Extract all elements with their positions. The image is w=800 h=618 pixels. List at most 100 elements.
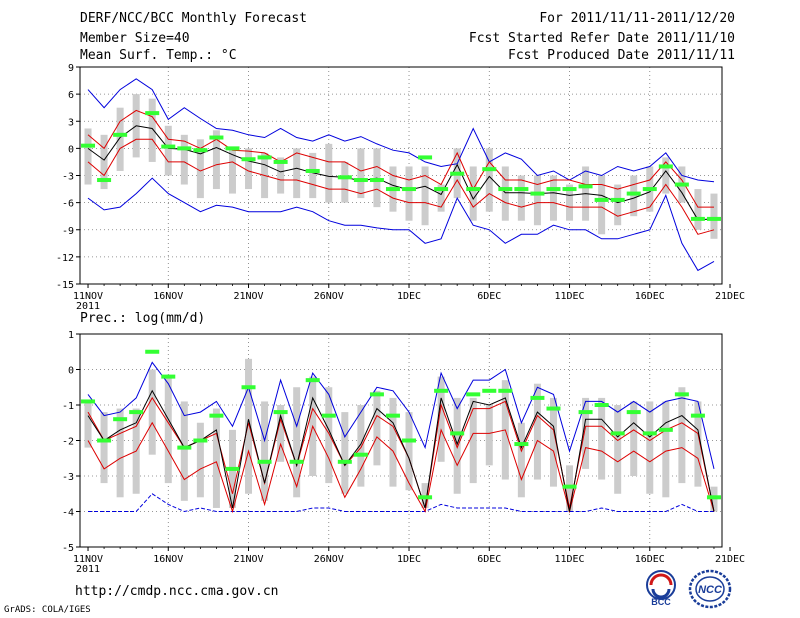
p1-ensemble-box — [485, 148, 493, 212]
p1-x-tick-label: 11NOV — [73, 291, 103, 302]
p1-observed-marker — [610, 197, 625, 202]
p2-observed-marker — [482, 388, 497, 393]
bcc-logo-icon: BCC — [646, 570, 676, 607]
p1-x-tick-label: 26NOV — [314, 291, 344, 302]
p2-y-tick-label: -4 — [62, 508, 74, 519]
p2-y-tick-label: -5 — [62, 543, 74, 554]
p2-observed-marker — [402, 438, 417, 443]
p2-observed-marker — [450, 431, 465, 436]
p1-observed-marker — [594, 197, 609, 202]
p1-observed-marker — [418, 155, 433, 160]
p1-observed-marker — [257, 155, 272, 160]
p1-ensemble-box — [148, 98, 156, 162]
p1-observed-marker — [353, 178, 368, 183]
p2-ensemble-box — [116, 408, 124, 498]
p2-max-line — [87, 361, 715, 470]
p1-y-tick-label: 0 — [68, 144, 74, 155]
p1-ensemble-box — [357, 148, 365, 199]
p1-ensemble-box — [180, 134, 188, 185]
forecast-period: For 2011/11/11-2011/12/20 — [539, 11, 735, 26]
p1-ensemble-box — [533, 175, 541, 226]
p1-y-tick-label: 9 — [68, 63, 74, 74]
p1-x-tick-label: 1DEC — [397, 291, 421, 302]
p2-observed-marker — [594, 403, 609, 407]
p2-observed-marker — [642, 431, 657, 436]
p1-min-line — [87, 177, 715, 272]
p2-observed-marker — [129, 410, 144, 415]
p1-x-tick-label: 6DEC — [477, 291, 501, 302]
p2-observed-marker — [145, 349, 160, 354]
p1-ensemble-box — [517, 175, 525, 221]
p2-observed-marker — [674, 392, 689, 397]
p2-observed-marker — [626, 410, 641, 415]
p2-observed-marker — [466, 392, 481, 397]
p1-ensemble-box — [469, 166, 477, 221]
p2-observed-marker — [514, 442, 529, 447]
p1-ensemble-box — [212, 130, 220, 190]
p2-observed-marker — [257, 459, 272, 464]
p1-ensemble-box — [630, 175, 638, 217]
p2-mean-line — [87, 389, 715, 512]
p1-upper-line — [87, 109, 714, 208]
p1-observed-marker — [498, 187, 513, 192]
p2-observed-marker — [434, 388, 449, 393]
ncc-logo-text: NCC — [698, 584, 723, 596]
p1-ensemble-box — [277, 157, 285, 194]
p1-observed-marker — [658, 164, 673, 169]
p1-x-year-label: 2011 — [76, 301, 100, 312]
p1-observed-marker — [674, 182, 689, 187]
p1-y-tick-label: -6 — [62, 199, 74, 210]
p1-observed-marker — [546, 187, 561, 192]
p1-x-tick-label: 21NOV — [233, 291, 263, 302]
p2-ensemble-box — [549, 397, 557, 487]
p2-observed-marker — [289, 459, 304, 464]
source-url[interactable]: http://cmdp.ncc.cma.gov.cn — [75, 584, 279, 599]
p2-observed-marker — [546, 406, 561, 411]
p1-ensemble-box — [100, 134, 108, 190]
p2-y-tick-label: -1 — [62, 401, 74, 412]
p2-x-tick-label: 21DEC — [715, 554, 745, 565]
p2-observed-marker — [177, 445, 192, 450]
p1-observed-marker — [145, 111, 160, 116]
p2-ensemble-box — [357, 405, 365, 487]
p2-ensemble-box — [437, 376, 445, 462]
p2-x-tick-label: 11NOV — [73, 554, 103, 565]
p2-observed-marker — [369, 392, 384, 397]
p2-ensemble-box — [630, 401, 638, 476]
p1-x-tick-label: 11DEC — [554, 291, 584, 302]
p2-panel-title: Prec.: log(mm/d) — [80, 311, 205, 326]
p1-observed-marker — [482, 167, 497, 172]
p2-ensemble-box — [293, 387, 301, 498]
p1-observed-marker — [161, 144, 176, 149]
p2-ensemble-box — [517, 422, 525, 498]
p1-observed-marker — [97, 178, 112, 183]
p2-ensemble-box — [148, 369, 156, 455]
p2-ensemble-box — [598, 397, 606, 480]
p1-ensemble-box — [501, 166, 509, 221]
p1-observed-marker — [209, 135, 224, 140]
p2-observed-marker — [273, 410, 288, 415]
variable-label: Mean Surf. Temp.: °C — [80, 48, 237, 63]
p1-observed-marker — [241, 157, 256, 162]
p1-observed-marker — [514, 187, 529, 192]
p2-min-line — [88, 493, 714, 513]
p1-observed-marker — [450, 171, 465, 176]
p1-y-tick-label: 6 — [68, 90, 74, 101]
p2-ensemble-box — [325, 387, 333, 484]
p2-observed-marker — [562, 484, 577, 489]
p2-plot-frame — [79, 333, 723, 548]
p2-observed-marker — [321, 413, 336, 418]
p1-ensemble-box — [341, 161, 349, 203]
p2-observed-marker — [418, 495, 433, 500]
chart-title: DERF/NCC/BCC Monthly Forecast — [80, 11, 307, 26]
p2-ensemble-box — [212, 408, 220, 508]
p1-observed-marker — [113, 132, 128, 137]
member-size-label: Member Size=40 — [80, 31, 190, 46]
p2-ensemble-box — [485, 405, 493, 466]
p2-observed-marker — [353, 452, 368, 457]
p1-ensemble-box — [228, 148, 236, 194]
p2-ensemble-box — [84, 401, 92, 448]
p2-ensemble-box — [341, 412, 349, 494]
p2-observed-marker — [578, 410, 593, 415]
